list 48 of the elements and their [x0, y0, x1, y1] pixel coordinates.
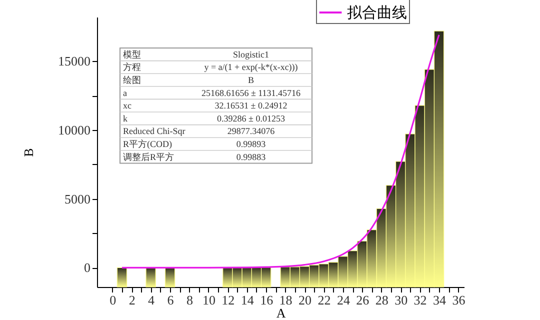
x-tick-label: 30 [394, 292, 408, 308]
x-tick-label: 12 [222, 292, 235, 308]
annotation: 32.16531 ± 0.24912 [214, 100, 288, 111]
x-tick-label: 32 [414, 292, 427, 308]
x-tick-label: 28 [375, 292, 388, 308]
annotation: 绘图 [123, 75, 141, 85]
x-tick-label: 34 [433, 292, 447, 308]
x-tick-label: 24 [336, 292, 350, 308]
y-tick-label: 5000 [64, 191, 90, 206]
annotation: 方程 [123, 62, 141, 72]
bar [116, 267, 128, 288]
x-tick-label: 10 [202, 292, 216, 308]
annotation: 0.99883 [236, 152, 266, 162]
x-tick-label: 2 [128, 292, 136, 308]
x-tick-label: 6 [167, 292, 174, 308]
x-tick-label: 22 [318, 292, 331, 308]
annotation: 25168.61656 ± 1131.45716 [201, 88, 302, 98]
annotation: 29877.34076 [227, 126, 276, 136]
annotation: 0.99893 [236, 139, 266, 149]
annotation: xc [123, 100, 132, 111]
annotation: B [248, 75, 254, 85]
annotation: k [123, 113, 128, 124]
annotation: 模型 [123, 49, 141, 60]
annotation: 0.39286 ± 0.01253 [217, 113, 286, 124]
x-tick-label: 36 [452, 292, 466, 308]
annotation: R平方(COD) [123, 139, 172, 149]
annotation: 调整后R平方 [123, 152, 174, 162]
x-tick-label: 20 [298, 292, 312, 308]
y-tick-label: 0 [84, 260, 90, 276]
bar [164, 267, 176, 288]
x-axis-title: A [276, 306, 286, 320]
x-tick-label: 4 [148, 292, 156, 308]
x-tick-label: 26 [356, 292, 370, 308]
line-series [121, 34, 440, 269]
x-tick-label: 16 [260, 292, 274, 308]
annotation: a [123, 88, 127, 98]
y-tick-label: 10000 [58, 122, 90, 138]
annotation: Reduced Chi-Sqr [123, 126, 186, 136]
x-tick-label: 0 [110, 292, 116, 308]
x-tick-label: 14 [240, 292, 254, 308]
x-tick-label: 8 [186, 292, 193, 308]
annotation: Slogistic1 [232, 49, 270, 60]
y-axis-title: B [21, 148, 36, 157]
legend-label: 拟合曲线 [347, 4, 407, 22]
annotation: y = a/(1 + exp(-k*(x-xc))) [204, 62, 298, 72]
bar [146, 267, 156, 288]
y-tick-label: 15000 [58, 54, 90, 69]
x-tick-label: 18 [279, 292, 292, 308]
